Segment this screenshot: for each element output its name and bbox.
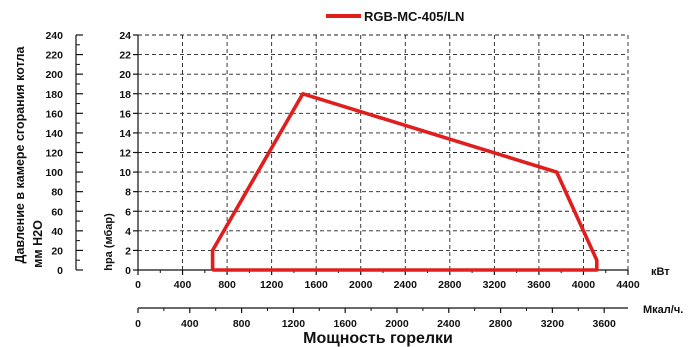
left-axis-tick-label: 20 (51, 245, 63, 257)
hpa-axis-tick-label: 20 (119, 69, 131, 81)
kw-axis-tick-label: 2800 (438, 279, 462, 291)
left-axis-tick-label: 160 (45, 108, 63, 120)
left-axis: 0 20 40 60 80 100 120 140 160 180 200 220 240 (45, 30, 83, 277)
mcal-axis-tick-label: 400 (181, 318, 199, 330)
hpa-axis-tick-label: 12 (119, 148, 131, 160)
left-axis-tick-label: 220 (45, 50, 63, 62)
left-axis-tick-label: 200 (45, 69, 63, 81)
kw-axis-tick-label: 3200 (483, 279, 507, 291)
series-point (555, 170, 558, 174)
mcal-axis-tick-label: 2000 (385, 318, 409, 330)
grid (138, 34, 629, 270)
hpa-axis-tick-label: 24 (119, 30, 131, 42)
kw-axis-tick-label: 800 (218, 279, 236, 291)
hpa-axis-tick-label: 2 (125, 245, 131, 257)
hpa-axis-tick-label: 4 (125, 226, 131, 238)
kw-axis-tick-label: 4000 (572, 279, 596, 291)
mcal-axis-tick-label: 0 (135, 318, 141, 330)
left-axis-tick-label: 240 (45, 30, 63, 42)
kw-axis-tick-label: 1600 (305, 279, 329, 291)
left-axis-label: Давление в камере сгорания котла (13, 46, 27, 264)
mcal-axis-tick-label: 1200 (282, 318, 306, 330)
legend: RGB-MC-405/LN (326, 9, 464, 24)
kw-axis-tick-label: 400 (174, 279, 192, 291)
kw-axis-tick-label: 1200 (260, 279, 284, 291)
hpa-axis-tick-label: 6 (125, 206, 131, 218)
kw-axis-tick-label: 2400 (394, 279, 418, 291)
hpa-axis-tick-label: 8 (125, 187, 131, 199)
mcal-axis-tick-label: 1600 (334, 318, 358, 330)
x-axis-title: Мощность горелки (303, 330, 453, 347)
kw-axis-tick-label: 3600 (527, 279, 551, 291)
left-axis-tick-label: 40 (51, 226, 63, 238)
x-axis-mcal-unit: Мкал/ч. (643, 304, 683, 316)
mcal-axis-tick-label: 3600 (592, 318, 616, 330)
hpa-axis-tick-label: 10 (119, 167, 131, 179)
left-axis-tick-label: 100 (45, 167, 63, 179)
left-axis-tick-label: 60 (51, 206, 63, 218)
hpa-axis-tick-label: 22 (119, 50, 131, 62)
mcal-axis-tick-label: 800 (233, 318, 251, 330)
kw-axis-tick-label: 0 (135, 279, 141, 291)
left-axis-tick-label: 180 (45, 89, 63, 101)
series-point (301, 92, 305, 95)
left-axis-tick-label: 0 (57, 265, 63, 277)
left-axis-tick-label: 80 (51, 187, 63, 199)
left-axis-tick-label: 120 (45, 148, 63, 160)
series-point (211, 249, 214, 252)
legend-label: RGB-MC-405/LN (364, 9, 464, 24)
hpa-axis-tick-label: 0 (125, 265, 131, 277)
series-point (211, 268, 214, 272)
hpa-axis-tick-label: 16 (119, 108, 131, 120)
kw-axis-tick-label: 2000 (349, 279, 373, 291)
series-point (595, 268, 599, 272)
mcal-axis-tick-label: 2400 (437, 318, 461, 330)
left-axis-label-unit: мм H2O (31, 220, 45, 268)
hpa-axis-tick-label: 18 (119, 89, 131, 101)
left-axis-tick-label: 140 (45, 128, 63, 140)
x-axis-kw-unit: кВт (651, 266, 670, 278)
x-axis-mcal: 0 400 800 1200 1600 2000 2400 2800 3200 3600 (135, 307, 628, 330)
series-layer (210, 92, 599, 272)
mcal-axis-tick-label: 3200 (541, 318, 565, 330)
x-axis-kw: 0 400 800 1200 1600 2000 2400 2800 3200 3600 4000 4… (135, 269, 640, 291)
mcal-axis-tick-label: 2800 (489, 318, 513, 330)
series-point (595, 259, 599, 262)
kw-axis-tick-label: 4400 (616, 279, 640, 291)
hpa-axis-tick-label: 14 (119, 128, 131, 140)
right-axis-label: hpa (мбар) (103, 213, 115, 271)
